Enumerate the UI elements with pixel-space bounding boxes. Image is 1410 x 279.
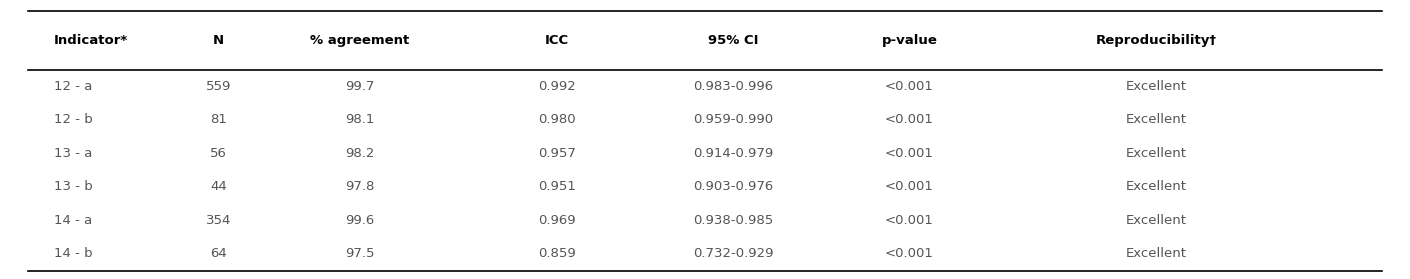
Text: Excellent: Excellent <box>1125 147 1187 160</box>
Text: <0.001: <0.001 <box>885 114 933 126</box>
Text: 0.969: 0.969 <box>539 214 575 227</box>
Text: 98.1: 98.1 <box>345 114 374 126</box>
Text: <0.001: <0.001 <box>885 147 933 160</box>
Text: ICC: ICC <box>544 34 570 47</box>
Text: 56: 56 <box>210 147 227 160</box>
Text: 99.7: 99.7 <box>345 80 374 93</box>
Text: 99.6: 99.6 <box>345 214 374 227</box>
Text: N: N <box>213 34 224 47</box>
Text: 0.951: 0.951 <box>539 181 575 193</box>
Text: 0.859: 0.859 <box>539 247 575 260</box>
Text: 354: 354 <box>206 214 231 227</box>
Text: 64: 64 <box>210 247 227 260</box>
Text: 98.2: 98.2 <box>345 147 374 160</box>
Text: 97.5: 97.5 <box>345 247 374 260</box>
Text: Reproducibility†: Reproducibility† <box>1096 34 1217 47</box>
Text: 13 - a: 13 - a <box>54 147 92 160</box>
Text: Excellent: Excellent <box>1125 114 1187 126</box>
Text: 13 - b: 13 - b <box>54 181 92 193</box>
Text: 81: 81 <box>210 114 227 126</box>
Text: Excellent: Excellent <box>1125 214 1187 227</box>
Text: 44: 44 <box>210 181 227 193</box>
Text: <0.001: <0.001 <box>885 247 933 260</box>
Text: <0.001: <0.001 <box>885 80 933 93</box>
Text: 0.983-0.996: 0.983-0.996 <box>694 80 773 93</box>
Text: <0.001: <0.001 <box>885 181 933 193</box>
Text: 12 - b: 12 - b <box>54 114 92 126</box>
Text: 0.903-0.976: 0.903-0.976 <box>694 181 773 193</box>
Text: 0.980: 0.980 <box>539 114 575 126</box>
Text: 14 - b: 14 - b <box>54 247 92 260</box>
Text: Indicator*: Indicator* <box>54 34 128 47</box>
Text: p-value: p-value <box>881 34 938 47</box>
Text: 559: 559 <box>206 80 231 93</box>
Text: 0.732-0.929: 0.732-0.929 <box>692 247 774 260</box>
Text: 12 - a: 12 - a <box>54 80 92 93</box>
Text: Excellent: Excellent <box>1125 80 1187 93</box>
Text: 14 - a: 14 - a <box>54 214 92 227</box>
Text: 97.8: 97.8 <box>345 181 374 193</box>
Text: <0.001: <0.001 <box>885 214 933 227</box>
Text: 0.914-0.979: 0.914-0.979 <box>694 147 773 160</box>
Text: Excellent: Excellent <box>1125 247 1187 260</box>
Text: 0.957: 0.957 <box>539 147 575 160</box>
Text: 95% CI: 95% CI <box>708 34 759 47</box>
Text: Excellent: Excellent <box>1125 181 1187 193</box>
Text: % agreement: % agreement <box>310 34 409 47</box>
Text: 0.938-0.985: 0.938-0.985 <box>694 214 773 227</box>
Text: 0.992: 0.992 <box>539 80 575 93</box>
Text: 0.959-0.990: 0.959-0.990 <box>694 114 773 126</box>
